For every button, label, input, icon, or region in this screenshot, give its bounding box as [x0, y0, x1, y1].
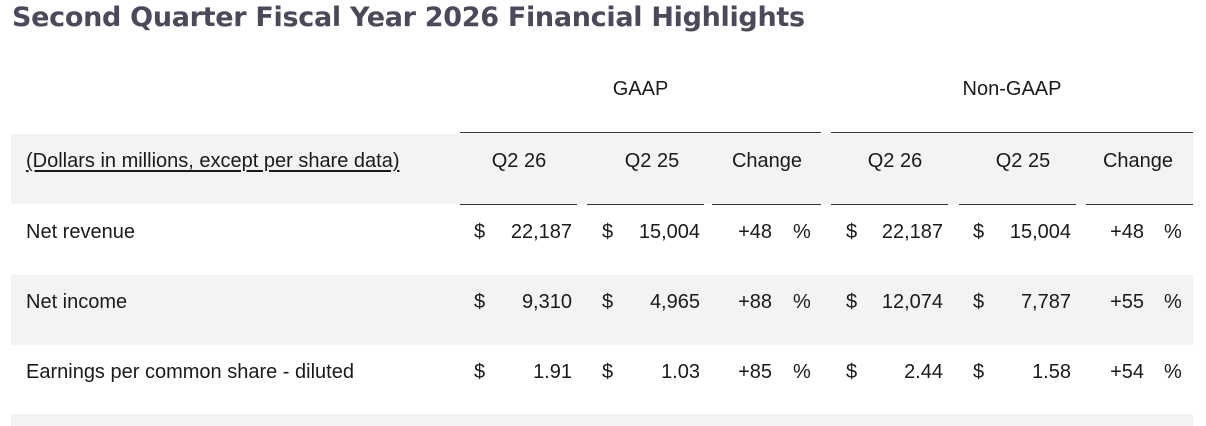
- currency-symbol: $: [474, 221, 486, 243]
- gaap-q2-25-value: 15,004: [638, 221, 700, 243]
- non-gaap-q2-26-value: 2.44: [904, 361, 943, 383]
- header-rule: [831, 204, 948, 205]
- gaap-change-value: +48: [738, 221, 772, 243]
- percent-symbol: %: [1164, 361, 1182, 383]
- header-rule: [959, 204, 1076, 205]
- percent-symbol: %: [793, 291, 811, 313]
- col-head-gaap-q2-26: Q2 26: [491, 150, 547, 172]
- col-head-non-gaap-q2-26: Q2 26: [867, 150, 923, 172]
- percent-symbol: %: [1164, 221, 1182, 243]
- non-gaap-change-value: +48: [1110, 221, 1144, 243]
- table-units-label: (Dollars in millions, except per share d…: [26, 150, 400, 172]
- currency-symbol: $: [474, 291, 486, 313]
- col-head-gaap-q2-25: Q2 25: [624, 150, 680, 172]
- header-rule: [460, 204, 577, 205]
- currency-symbol: $: [474, 361, 486, 383]
- percent-symbol: %: [793, 221, 811, 243]
- currency-symbol: $: [602, 361, 614, 383]
- non-gaap-q2-25-value: 7,787: [1020, 291, 1071, 313]
- non-gaap-change-value: +54: [1110, 361, 1144, 383]
- non-gaap-change-value: +55: [1110, 291, 1144, 313]
- currency-symbol: $: [846, 291, 858, 313]
- non-gaap-q2-26-value: 12,074: [881, 291, 943, 313]
- currency-symbol: $: [973, 221, 985, 243]
- page-title: Second Quarter Fiscal Year 2026 Financia…: [12, 2, 805, 33]
- non-gaap-q2-26-value: 22,187: [881, 221, 943, 243]
- group-header-gaap: GAAP: [612, 78, 669, 100]
- percent-symbol: %: [1164, 291, 1182, 313]
- gaap-q2-26-value: 1.91: [533, 361, 572, 383]
- currency-symbol: $: [846, 361, 858, 383]
- gaap-q2-25-value: 4,965: [649, 291, 700, 313]
- currency-symbol: $: [973, 361, 985, 383]
- header-rule: [1086, 204, 1193, 205]
- row-band-net-income: [11, 275, 1193, 345]
- percent-symbol: %: [793, 361, 811, 383]
- row-label: Earnings per common share - diluted: [26, 361, 354, 383]
- header-rule: [587, 204, 704, 205]
- row-band-next: [11, 414, 1193, 426]
- col-head-gaap-change: Change: [731, 150, 803, 172]
- col-head-non-gaap-q2-25: Q2 25: [995, 150, 1051, 172]
- currency-symbol: $: [602, 221, 614, 243]
- non-gaap-q2-25-value: 1.58: [1032, 361, 1071, 383]
- col-head-non-gaap-change: Change: [1102, 150, 1174, 172]
- gaap-change-value: +85: [738, 361, 772, 383]
- gaap-q2-26-value: 9,310: [521, 291, 572, 313]
- group-header-non-gaap: Non-GAAP: [962, 78, 1062, 100]
- row-label: Net income: [26, 291, 128, 313]
- currency-symbol: $: [846, 221, 858, 243]
- row-label: Net revenue: [26, 221, 135, 243]
- gaap-change-value: +88: [738, 291, 772, 313]
- currency-symbol: $: [973, 291, 985, 313]
- group-rule-gaap: [460, 132, 821, 133]
- header-row-band: [11, 134, 1193, 204]
- header-rule: [712, 204, 821, 205]
- currency-symbol: $: [602, 291, 614, 313]
- gaap-q2-26-value: 22,187: [510, 221, 572, 243]
- group-rule-non-gaap: [831, 132, 1193, 133]
- non-gaap-q2-25-value: 15,004: [1009, 221, 1071, 243]
- gaap-q2-25-value: 1.03: [661, 361, 700, 383]
